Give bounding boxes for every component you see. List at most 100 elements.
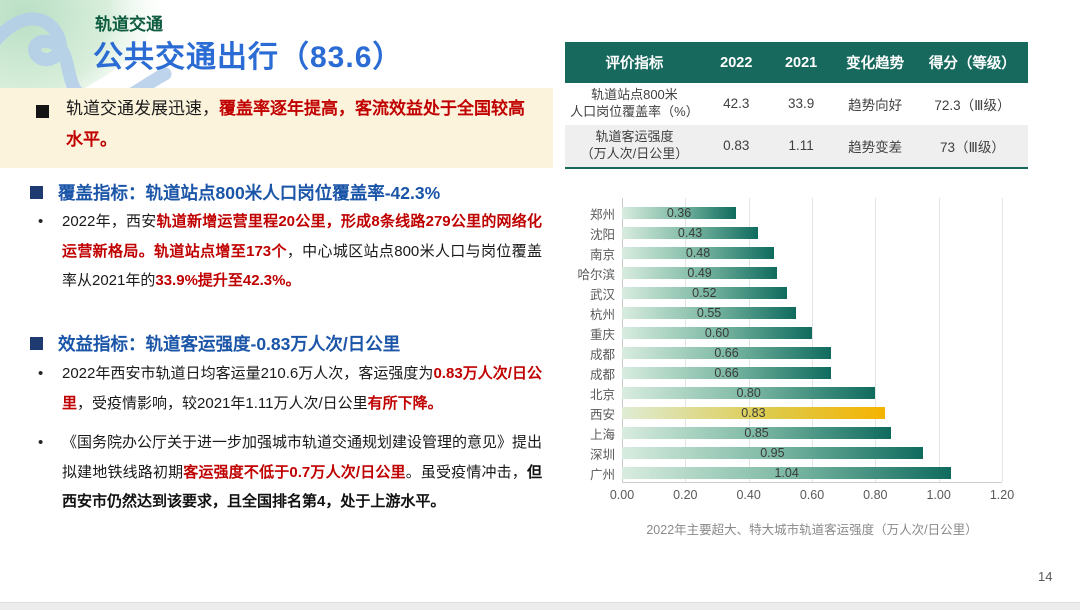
bar — [622, 247, 774, 259]
category-label: 沈阳 — [589, 227, 615, 242]
text-run: ，受疫情影响，较2021年1.11万人次/日公里 — [77, 394, 368, 412]
bar-area: 0.43 — [622, 226, 1015, 240]
category-label: 成都 — [589, 347, 615, 362]
section-heading-coverage: 覆盖指标：轨道站点800米人口岗位覆盖率-42.3% — [30, 180, 440, 205]
paragraph-text: 2022年西安市轨道日均客运量210.6万人次，客运强度为0.83万人次/日公里… — [62, 359, 542, 418]
summary-text: 轨道交通发展迅速，覆盖率逐年提高，客流效益处于全国较高水平。 — [66, 93, 536, 168]
table-row: 轨道站点800米 人口岗位覆盖率（%） 42.3 33.9 趋势向好 72.3（… — [565, 83, 1028, 125]
chart-row: 武汉 0.52 — [575, 283, 1015, 303]
square-bullet-icon — [30, 337, 43, 350]
chart-row: 成都 0.66 — [575, 343, 1015, 363]
bar-area: 0.83 — [622, 406, 1015, 420]
chart-caption: 2022年主要超大、特大城市轨道客运强度（万人次/日公里） — [646, 523, 978, 537]
x-tick-label: 1.00 — [926, 488, 951, 502]
x-tick-label: 0.20 — [673, 488, 698, 502]
summary-text-black: 轨道交通发展迅速， — [66, 99, 219, 118]
text-run: 2022年，西安 — [62, 213, 157, 230]
bar — [622, 207, 736, 219]
bar — [622, 287, 787, 299]
bar-value-label: 0.66 — [714, 366, 739, 380]
chart-row: 沈阳 0.43 — [575, 223, 1015, 243]
chart-x-axis: 0.00 0.20 0.40 0.60 0.80 1.00 1.20 — [610, 483, 1015, 503]
gridline — [622, 198, 623, 482]
section-heading-text: 覆盖指标：轨道站点800米人口岗位覆盖率-42.3% — [58, 183, 441, 203]
bar-value-label: 0.36 — [666, 206, 692, 220]
gridline — [1002, 198, 1003, 482]
gridline — [685, 198, 687, 482]
bar — [622, 427, 892, 439]
col-header-trend: 变化趋势 — [833, 42, 917, 83]
cell-2021: 33.9 — [787, 96, 815, 112]
category-label: 郑州 — [589, 207, 615, 222]
text-run: 客运强度不低于0.7万人次/日公里 — [183, 463, 406, 481]
bar-value-label: 0.85 — [744, 426, 769, 440]
chart-row: 深圳 0.95 — [575, 443, 1015, 463]
chart-row: 杭州 0.55 — [575, 303, 1015, 323]
x-tick-label: 0.00 — [609, 488, 635, 502]
bar-value-label: 0.55 — [696, 306, 722, 320]
chart-plot-area: 郑州 0.36 沈阳 0.43 南京 0.48 哈尔滨 0.49 武汉 0.52 杭州 0.55 重庆 0… — [575, 198, 1015, 483]
bar-value-label: 0.66 — [714, 346, 739, 360]
col-header-2021: 2021 — [768, 42, 834, 83]
text-run: 有所下降。 — [367, 394, 443, 412]
category-label: 成都 — [589, 367, 615, 382]
bar-area: 0.48 — [622, 246, 1015, 260]
bar-value-label: 0.43 — [677, 226, 703, 240]
category-label: 北京 — [589, 387, 615, 402]
bar — [622, 387, 876, 399]
category-label: 西安 — [589, 407, 615, 422]
bar — [622, 447, 923, 459]
category-label: 南京 — [589, 247, 615, 262]
paragraph: • 2022年西安市轨道日均客运量210.6万人次，客运强度为0.83万人次/日… — [38, 359, 542, 418]
bar — [622, 307, 797, 319]
bar-area: 0.36 — [622, 206, 1015, 220]
chart-row: 上海 0.85 — [575, 423, 1015, 443]
category-label: 武汉 — [589, 287, 615, 302]
section-heading-text: 效益指标：轨道客运强度-0.83万人次/日公里 — [58, 334, 401, 354]
category-label: 重庆 — [589, 327, 615, 342]
chart-row: 西安 0.83 — [575, 403, 1015, 423]
square-bullet-icon — [30, 186, 43, 199]
bar — [622, 227, 759, 239]
bullet-dot-icon: • — [38, 213, 44, 230]
gridline — [938, 198, 940, 482]
chart-row: 郑州 0.36 — [575, 203, 1015, 223]
chart-row: 成都 0.66 — [575, 363, 1015, 383]
bullet-dot-icon: • — [38, 434, 44, 451]
bar-value-label: 0.83 — [741, 406, 766, 420]
bar-area: 0.85 — [622, 426, 1015, 440]
bar-value-label: 0.95 — [760, 446, 785, 460]
text-run: 33.9%提升至42.3%。 — [155, 272, 301, 289]
cell-2021: 1.11 — [788, 138, 814, 154]
cell-2022: 42.3 — [723, 96, 750, 112]
text-run: 《国务院办公厅关于进一步加强城市轨道交通规划建设管理的意见》提出拟建地铁线路初期 — [62, 434, 543, 481]
bar-value-label: 0.49 — [687, 266, 712, 280]
bar-area: 0.49 — [622, 266, 1015, 280]
chart-rows: 郑州 0.36 沈阳 0.43 南京 0.48 哈尔滨 0.49 武汉 0.52 杭州 0.55 重庆 0… — [575, 203, 1015, 483]
x-tick-label: 0.60 — [799, 488, 825, 502]
bar-highlighted — [622, 407, 885, 419]
summary-text-red: 覆盖率逐年提高，客流效益处于全国较高水平。 — [66, 99, 525, 149]
text-run: 轨道新增运营里程20公里，形成8条线路279公里的网络化运营新格局。轨道站点增至… — [62, 213, 543, 260]
cell-indicator: 轨道客运强度 （万人次/日公里） — [580, 128, 689, 161]
bar-area: 0.55 — [622, 306, 1015, 320]
bar-value-label: 0.48 — [685, 246, 711, 260]
summary-highlight-box: 轨道交通发展迅速，覆盖率逐年提高，客流效益处于全国较高水平。 — [0, 88, 553, 168]
bar-chart: 郑州 0.36 沈阳 0.43 南京 0.48 哈尔滨 0.49 武汉 0.52 杭州 0.55 重庆 0… — [575, 198, 1015, 538]
page-title: 公共交通出行（83.6） — [93, 41, 404, 74]
cell-score: 73（Ⅲ级） — [940, 139, 1005, 155]
x-tick-label: 0.80 — [863, 488, 888, 502]
bar-area: 0.66 — [622, 346, 1015, 360]
bar-area: 0.66 — [622, 366, 1015, 380]
gridline — [748, 198, 750, 482]
category-label: 深圳 — [589, 447, 615, 462]
gridline — [812, 198, 813, 482]
chart-row: 广州 1.04 — [575, 463, 1015, 483]
section-kicker: 轨道交通 — [95, 15, 163, 34]
bar-area: 1.04 — [622, 466, 1015, 480]
paragraph-text: 2022年，西安轨道新增运营里程20公里，形成8条线路279公里的网络化运营新格… — [62, 207, 542, 296]
paragraph-text: 《国务院办公厅关于进一步加强城市轨道交通规划建设管理的意见》提出拟建地铁线路初期… — [62, 428, 542, 517]
section-heading-efficiency: 效益指标：轨道客运强度-0.83万人次/日公里 — [30, 331, 400, 356]
table-header-row: 评价指标 2022 2021 变化趋势 得分（等级） — [565, 42, 1028, 83]
page-number: 14 — [1038, 569, 1053, 584]
